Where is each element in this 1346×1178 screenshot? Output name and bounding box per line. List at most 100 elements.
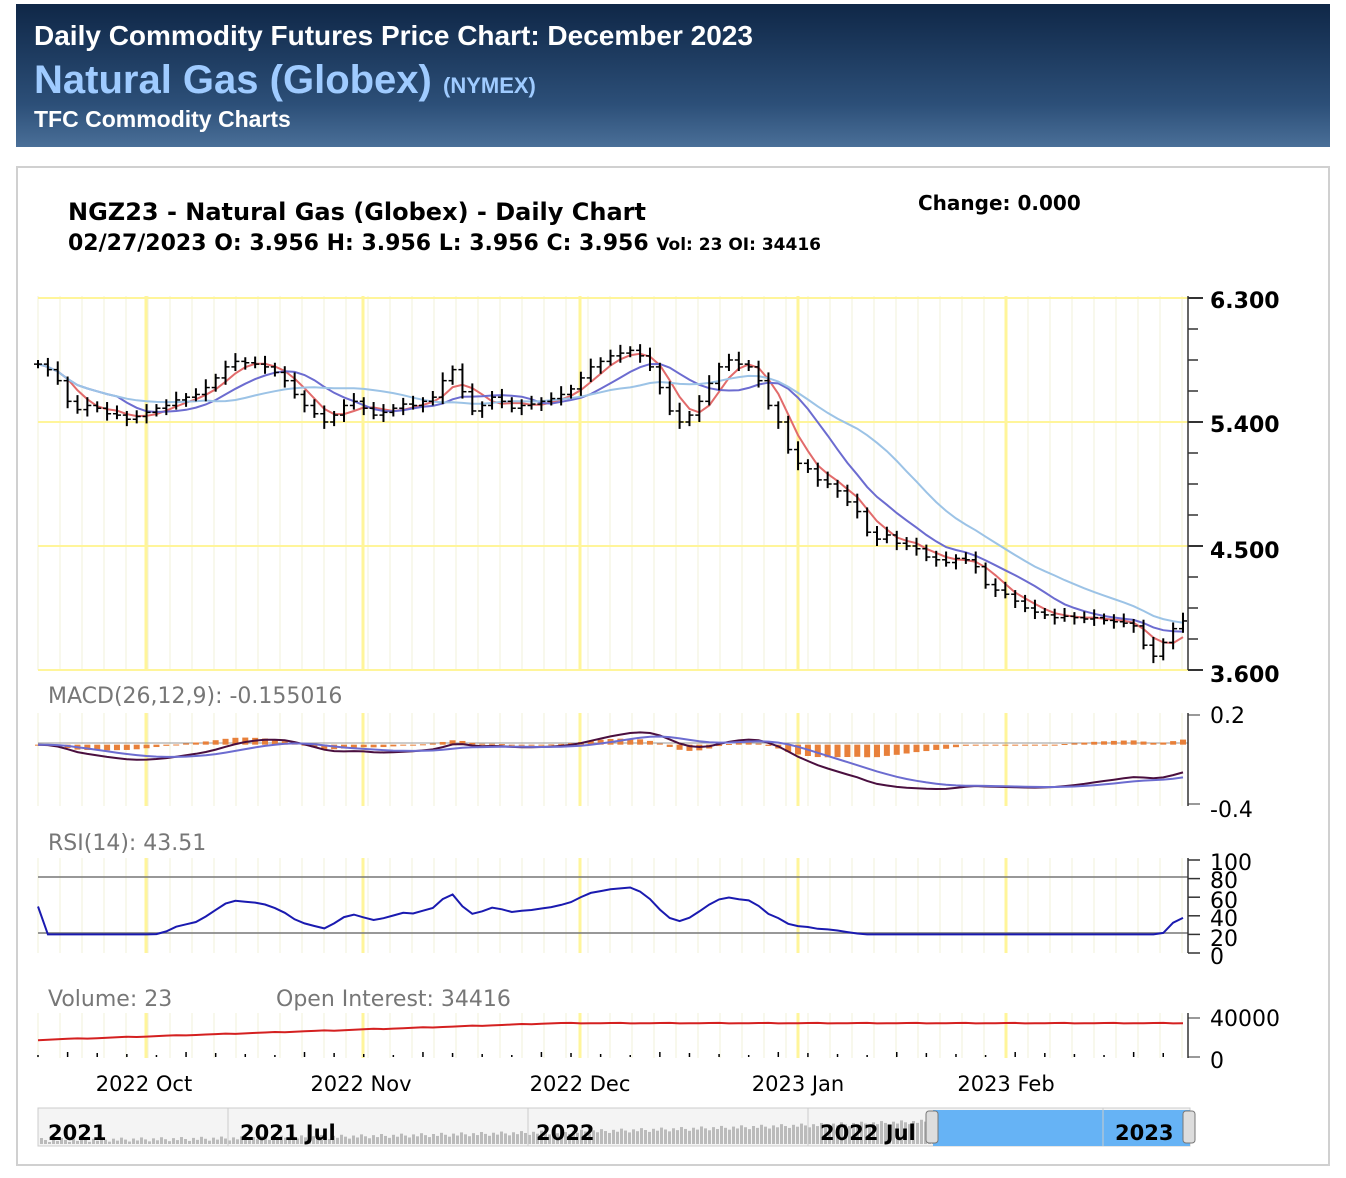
navigator-bar xyxy=(496,1134,499,1144)
navigator-bar xyxy=(440,1132,443,1144)
navigator-bar xyxy=(524,1132,527,1144)
macd-histogram-bar xyxy=(489,743,496,745)
navigator-bar xyxy=(476,1135,479,1144)
commodity-title: Natural Gas (Globex) (NYMEX) xyxy=(34,58,536,103)
macd-histogram-bar xyxy=(952,744,959,748)
navigator-bar xyxy=(252,1137,255,1144)
navigator-bar xyxy=(244,1138,247,1144)
moving-average-line xyxy=(37,362,1184,633)
macd-histogram-bar xyxy=(439,741,446,745)
navigator-bar xyxy=(152,1138,155,1144)
navigator-bar xyxy=(284,1137,287,1144)
navigator-bar xyxy=(116,1140,119,1144)
navigator-bar xyxy=(708,1130,711,1144)
navigator-bar xyxy=(168,1141,171,1144)
navigator-selection[interactable] xyxy=(933,1110,1190,1146)
navigator-bar xyxy=(204,1138,207,1144)
navigator-bar xyxy=(680,1127,683,1144)
navigator-bar xyxy=(392,1134,395,1144)
macd-histogram-bar xyxy=(449,740,456,745)
exchange-label: (NYMEX) xyxy=(443,73,536,98)
price-grid xyxy=(37,296,1188,671)
macd-histogram-bar xyxy=(587,740,594,745)
site-name: TFC Commodity Charts xyxy=(34,106,291,132)
navigator-bar xyxy=(480,1131,483,1144)
navigator-bar xyxy=(224,1138,227,1144)
navigator-bar xyxy=(144,1139,147,1144)
macd-histogram-bar xyxy=(1180,739,1186,745)
navigator-bar xyxy=(172,1138,175,1144)
navigator-bar xyxy=(784,1126,787,1144)
navigator-bar xyxy=(368,1138,371,1144)
navigator-bar xyxy=(428,1137,431,1144)
navigator-label-0: 2021 xyxy=(48,1121,106,1145)
navigator-bar xyxy=(228,1140,231,1144)
navigator-bar xyxy=(772,1125,775,1144)
macd-histogram-bar xyxy=(597,739,604,745)
navigator-bar xyxy=(120,1137,123,1144)
macd-histogram-bar xyxy=(538,744,545,746)
navigator-bar xyxy=(340,1134,343,1144)
volume-tick-label-1: 0 xyxy=(1210,1049,1224,1074)
navigator-bar xyxy=(352,1135,355,1144)
navigator-bar xyxy=(448,1136,451,1144)
price-chart[interactable]: NGZ23 - Natural Gas (Globex) - Daily Cha… xyxy=(18,168,1328,1164)
macd-histogram-bar xyxy=(992,744,999,746)
macd-histogram-bar xyxy=(1101,741,1108,745)
navigator-bar xyxy=(320,1135,323,1144)
navigator-bar xyxy=(624,1130,627,1144)
macd-histogram-bar xyxy=(874,744,881,758)
navigator-bar xyxy=(104,1139,107,1144)
navigator-bar xyxy=(356,1137,359,1144)
rsi-tick-label-3: 40 xyxy=(1210,907,1238,932)
macd-histogram-bar xyxy=(893,744,900,755)
navigator-bar xyxy=(420,1133,423,1144)
navigator-bar xyxy=(464,1134,467,1144)
navigator-bar xyxy=(576,1132,579,1144)
navigator-bar xyxy=(520,1131,523,1144)
navigator-bar xyxy=(492,1132,495,1144)
navigator-bar xyxy=(272,1136,275,1144)
open-interest-label: Open Interest: 34416 xyxy=(276,987,511,1012)
macd-histogram-bar xyxy=(479,743,486,745)
navigator-bar xyxy=(908,1124,911,1144)
navigator-left-handle[interactable] xyxy=(925,1110,939,1144)
navigator-right-handle[interactable] xyxy=(1182,1110,1196,1144)
navigator-bar xyxy=(824,1124,827,1144)
navigator-bar xyxy=(872,1122,875,1144)
macd-tick-label-0: 0.2 xyxy=(1210,704,1245,729)
navigator-label-4: 2023 xyxy=(1115,1121,1173,1145)
macd-histogram-bar xyxy=(459,740,466,745)
price-tick-label-2: 4.500 xyxy=(1210,539,1280,564)
macd-histogram-bar xyxy=(370,744,377,748)
navigator-bar xyxy=(60,1137,63,1144)
navigator-bar xyxy=(836,1125,839,1144)
macd-histogram-bar xyxy=(360,744,367,748)
navigator-bar xyxy=(740,1125,743,1144)
navigator-bar xyxy=(604,1131,607,1144)
navigator-bar xyxy=(588,1133,591,1144)
x-label-1: 2022 Nov xyxy=(310,1072,411,1096)
macd-histogram-bar xyxy=(222,738,229,745)
chart-title: NGZ23 - Natural Gas (Globex) - Daily Cha… xyxy=(68,198,646,226)
navigator-label-1: 2021 Jul xyxy=(240,1121,336,1145)
navigator-bar xyxy=(856,1124,859,1144)
navigator-bar xyxy=(484,1133,487,1144)
navigator-bar xyxy=(200,1136,203,1144)
macd-histogram-bar xyxy=(844,744,851,758)
navigator-bar xyxy=(532,1131,535,1144)
navigator-bar xyxy=(160,1137,163,1144)
moving-average-line xyxy=(37,363,1184,624)
x-label-0: 2022 Oct xyxy=(96,1072,192,1096)
range-navigator[interactable]: 2021 2021 Jul 2022 2022 Jul 2023 xyxy=(37,1107,1196,1147)
navigator-bar xyxy=(256,1139,259,1144)
navigator-bar xyxy=(432,1133,435,1144)
macd-histogram-bar xyxy=(1170,741,1177,745)
macd-histogram-bar xyxy=(617,738,624,745)
open-interest-line xyxy=(37,1021,1184,1042)
navigator-bar xyxy=(684,1128,687,1144)
macd-histogram-bar xyxy=(1002,744,1009,746)
macd-histogram-bar xyxy=(262,738,269,745)
navigator-bar xyxy=(220,1136,223,1144)
macd-histogram-bar xyxy=(903,744,910,754)
